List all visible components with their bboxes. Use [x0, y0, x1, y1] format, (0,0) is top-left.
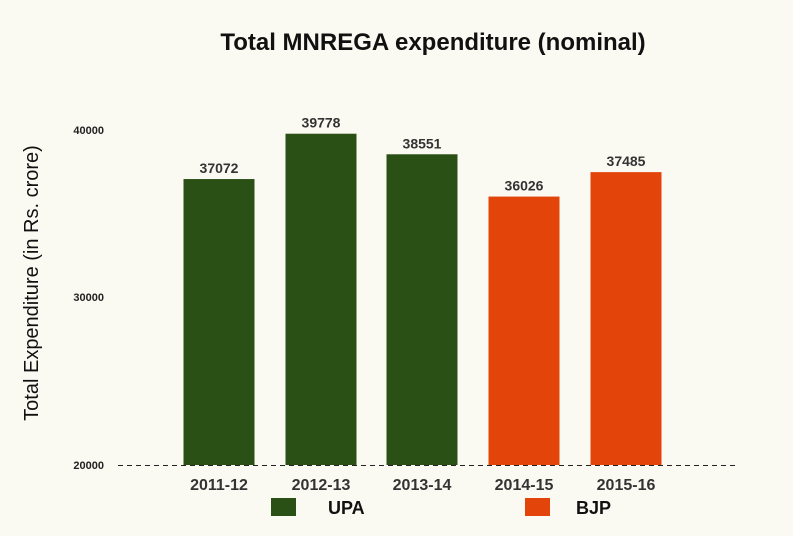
x-tick-label: 2013-14 — [393, 477, 452, 494]
y-axis-label: Total Expenditure (in Rs. crore) — [21, 145, 43, 421]
legend-label-bjp: BJP — [576, 498, 611, 518]
bars: 37072 39778 38551 36026 37485 — [183, 115, 662, 465]
y-tick-label: 40000 — [73, 125, 104, 137]
legend-label-upa: UPA — [328, 498, 365, 518]
bar-2012-13 — [285, 133, 357, 465]
data-label: 38551 — [403, 135, 442, 151]
y-tick-label: 30000 — [73, 292, 104, 304]
bar-2015-16 — [590, 172, 662, 465]
legend-swatch-bjp — [525, 498, 550, 516]
bar-2014-15 — [488, 196, 560, 465]
bar-2011-12 — [183, 179, 255, 465]
x-tick-label: 2012-13 — [292, 477, 351, 494]
data-label: 39778 — [302, 115, 341, 131]
chart-title: Total MNREGA expenditure (nominal) — [220, 29, 645, 56]
y-tick-label: 20000 — [73, 460, 104, 472]
data-label: 37485 — [607, 153, 646, 169]
legend-swatch-upa — [271, 498, 296, 516]
data-label: 36026 — [505, 178, 544, 194]
x-tick-label: 2011-12 — [190, 477, 248, 494]
x-tick-label: 2015-16 — [597, 477, 656, 494]
data-label: 37072 — [200, 160, 239, 176]
bar-2013-14 — [386, 154, 458, 465]
y-ticks: 20000 30000 40000 — [73, 125, 104, 472]
x-ticks: 2011-12 2012-13 2013-14 2014-15 2015-16 — [190, 477, 655, 494]
legend: UPA BJP — [271, 498, 611, 518]
x-tick-label: 2014-15 — [495, 477, 554, 494]
